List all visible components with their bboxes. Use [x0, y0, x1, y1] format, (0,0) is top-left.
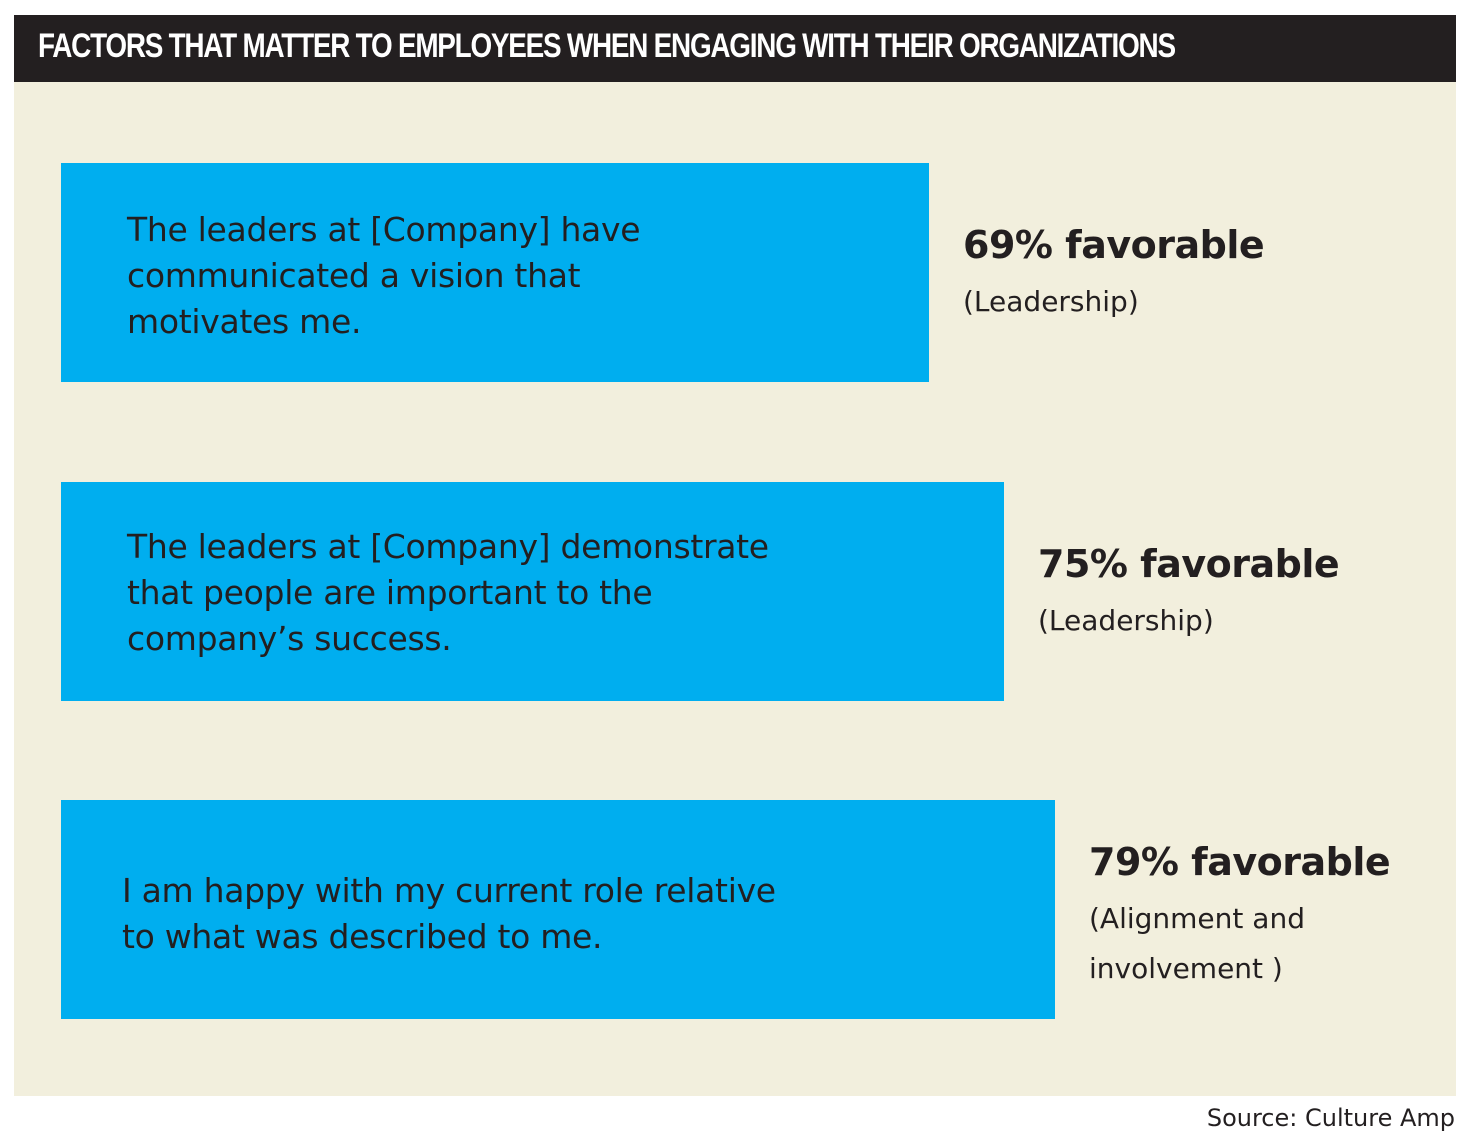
bar-label-2: The leaders at [Company] demonstrate tha… [127, 527, 769, 658]
bar-label-1: The leaders at [Company] have communicat… [127, 210, 641, 341]
group-label-3: (Alignment and involvement ) [1089, 902, 1305, 985]
source-note: Source: Culture Amp [1206, 1104, 1455, 1132]
bar-3 [61, 800, 1055, 1019]
value-label-1: 69% favorable [963, 223, 1265, 267]
value-label-2: 75% favorable [1038, 542, 1340, 586]
value-label-3: 79% favorable [1089, 840, 1391, 884]
title-bar: FACTORS THAT MATTER TO EMPLOYEES WHEN EN… [14, 15, 1456, 82]
bar-1 [61, 163, 929, 382]
bar-label-3: I am happy with my current role relative… [122, 871, 776, 956]
bar-2 [61, 482, 1004, 701]
chart-title: FACTORS THAT MATTER TO EMPLOYEES WHEN EN… [38, 27, 1176, 65]
group-label-1: (Leadership) [963, 285, 1139, 318]
group-label-2: (Leadership) [1038, 604, 1214, 637]
